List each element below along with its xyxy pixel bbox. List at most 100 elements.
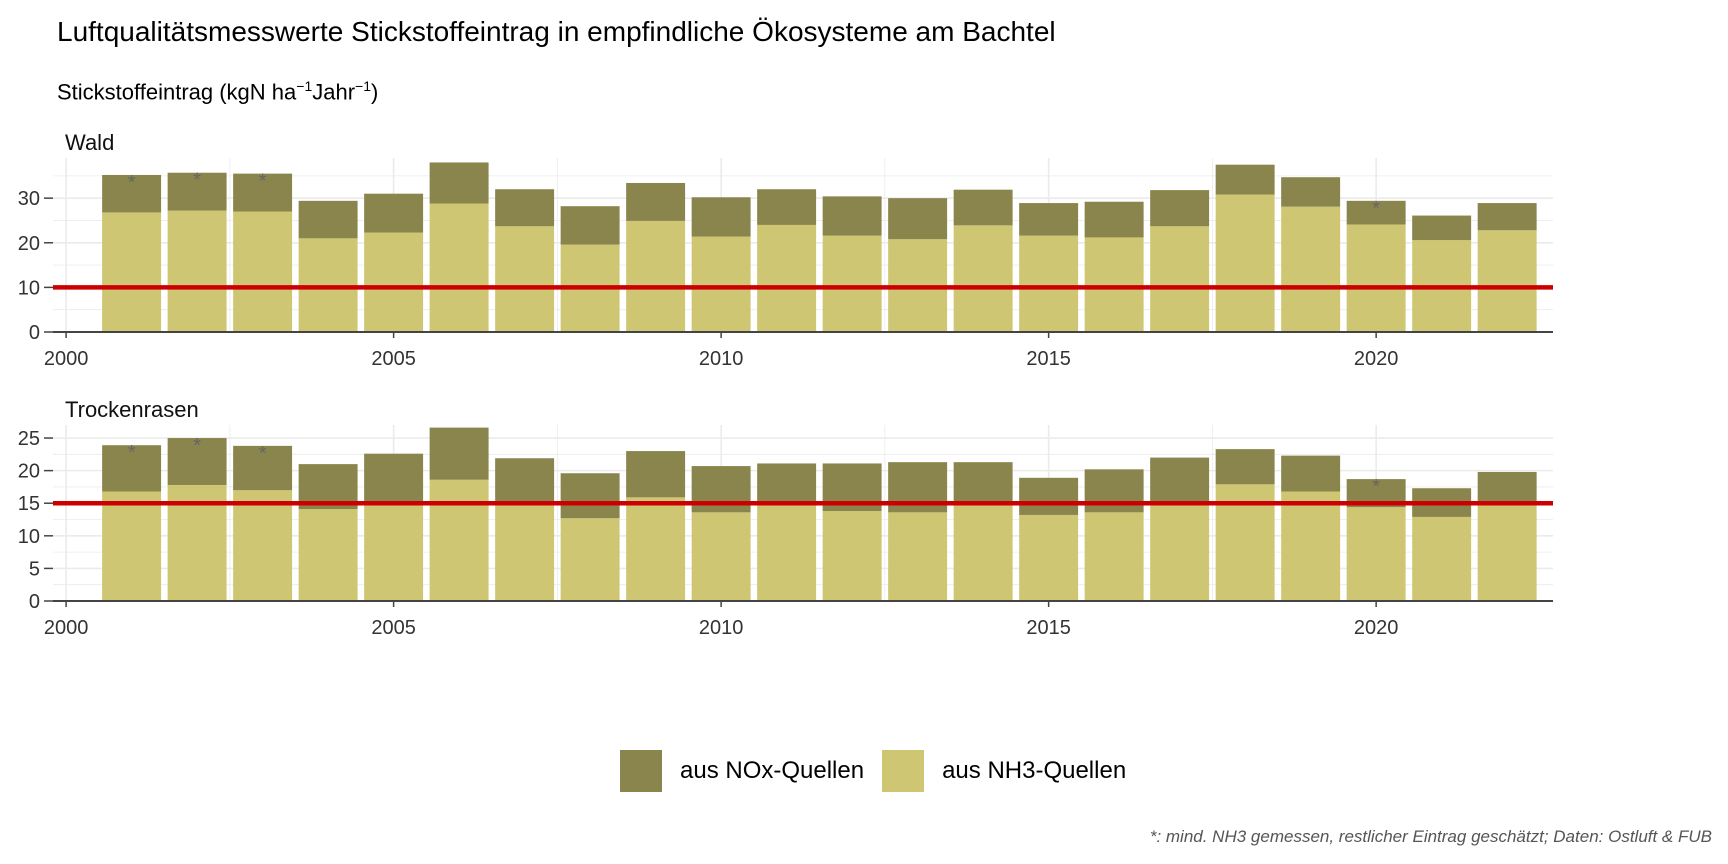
subtitle-mid: Jahr <box>312 79 356 105</box>
asterisk-marker: * <box>259 443 267 465</box>
subtitle-sup-2: −1 <box>355 78 371 94</box>
x-tick-label: 2020 <box>1354 617 1399 639</box>
bar-nh3-Wald-2005 <box>364 232 424 332</box>
bar-nox-Wald-2016 <box>1084 201 1144 238</box>
bar-nox-Wald-2020 <box>1346 200 1406 225</box>
subtitle-end: ) <box>371 79 379 105</box>
bar-nox-Trockenrasen-2017 <box>1150 457 1210 503</box>
bar-nox-Trockenrasen-2022 <box>1477 471 1537 504</box>
asterisk-marker: * <box>259 171 267 193</box>
bar-nh3-Wald-2018 <box>1215 194 1275 332</box>
bar-nox-Wald-2009 <box>626 182 686 221</box>
y-tick-label: 30 <box>18 188 40 210</box>
bar-nox-Trockenrasen-2003 <box>233 445 293 491</box>
bar-nh3-Trockenrasen-2014 <box>953 503 1013 601</box>
bar-nh3-Trockenrasen-2005 <box>364 501 424 601</box>
bar-nh3-Wald-2014 <box>953 225 1013 332</box>
bar-nox-Wald-2018 <box>1215 164 1275 195</box>
bar-nh3-Trockenrasen-2007 <box>495 502 555 601</box>
x-tick-label: 2015 <box>1026 348 1071 370</box>
bar-nh3-Trockenrasen-2020 <box>1346 507 1406 601</box>
bar-nh3-Wald-2002 <box>167 210 227 332</box>
y-tick-label: 20 <box>18 233 40 255</box>
bar-nh3-Trockenrasen-2010 <box>691 512 751 601</box>
bar-nox-Wald-2004 <box>298 200 358 239</box>
asterisk-marker: * <box>193 435 201 457</box>
bar-nh3-Trockenrasen-2011 <box>757 503 817 601</box>
y-tick-label: 5 <box>29 558 40 580</box>
bar-nh3-Trockenrasen-2009 <box>626 497 686 601</box>
bar-nh3-Trockenrasen-2017 <box>1150 502 1210 601</box>
asterisk-marker: * <box>128 172 136 194</box>
bar-nox-Wald-2006 <box>429 162 489 204</box>
bar-nox-Wald-2001 <box>102 174 162 213</box>
legend-swatch-nox <box>620 750 662 792</box>
bar-nox-Wald-2005 <box>364 193 424 233</box>
bar-nh3-Wald-2011 <box>757 224 817 332</box>
bar-nox-Wald-2002 <box>167 172 227 211</box>
bar-nh3-Wald-2009 <box>626 220 686 332</box>
y-tick-label: 10 <box>18 277 40 299</box>
bar-nox-Wald-2011 <box>757 189 817 225</box>
chart-title: Luftqualitätsmesswerte Stickstoffeintrag… <box>57 16 1056 47</box>
bar-nh3-Trockenrasen-2006 <box>429 479 489 601</box>
bar-nh3-Trockenrasen-2021 <box>1412 516 1472 601</box>
legend-label-nox: aus NOx-Quellen <box>680 757 865 784</box>
y-tick-label: 20 <box>18 461 40 483</box>
bar-nox-Wald-2019 <box>1281 177 1341 207</box>
bar-nox-Wald-2017 <box>1150 190 1210 227</box>
bar-nh3-Trockenrasen-2015 <box>1019 514 1079 601</box>
y-tick-label: 10 <box>18 526 40 548</box>
bar-nox-Wald-2021 <box>1412 215 1472 241</box>
asterisk-marker: * <box>1372 198 1380 220</box>
legend: aus NOx-Quellen aus NH3-Quellen <box>620 750 1144 792</box>
bar-nox-Trockenrasen-2009 <box>626 451 686 498</box>
asterisk-marker: * <box>193 170 201 192</box>
chart-subtitle: Stickstoffeintrag (kgN ha−1Jahr−1) <box>57 78 378 105</box>
x-tick-label: 2005 <box>371 348 416 370</box>
y-tick-label: 15 <box>18 493 40 515</box>
bar-nox-Trockenrasen-2016 <box>1084 469 1144 513</box>
x-tick-label: 2010 <box>699 617 744 639</box>
bar-nox-Wald-2013 <box>888 198 948 240</box>
bar-nh3-Trockenrasen-2001 <box>102 491 162 601</box>
y-tick-label: 0 <box>29 591 40 613</box>
bar-nh3-Wald-2019 <box>1281 206 1341 332</box>
panel-label-0: Wald <box>65 130 114 155</box>
legend-item-nox: aus NOx-Quellen <box>620 750 864 792</box>
bar-nh3-Wald-2006 <box>429 203 489 332</box>
x-tick-label: 2000 <box>44 348 89 370</box>
bar-nox-Trockenrasen-2015 <box>1019 477 1079 515</box>
bar-nh3-Trockenrasen-2013 <box>888 512 948 601</box>
bar-nh3-Wald-2010 <box>691 236 751 332</box>
x-tick-label: 2000 <box>44 617 89 639</box>
bar-nh3-Wald-2015 <box>1019 235 1079 332</box>
bar-nox-Wald-2010 <box>691 197 751 237</box>
y-tick-label: 25 <box>18 428 40 450</box>
x-tick-label: 2005 <box>371 617 416 639</box>
x-tick-label: 2020 <box>1354 348 1399 370</box>
asterisk-marker: * <box>1372 476 1380 498</box>
legend-label-nh3: aus NH3-Quellen <box>942 757 1127 784</box>
bar-nox-Trockenrasen-2008 <box>560 473 620 519</box>
bar-nox-Wald-2014 <box>953 189 1013 226</box>
subtitle-sup-1: −1 <box>296 78 313 94</box>
caption: *: mind. NH3 gemessen, restlicher Eintra… <box>1149 827 1712 846</box>
bar-nh3-Wald-2016 <box>1084 237 1144 332</box>
bar-nox-Wald-2003 <box>233 173 293 212</box>
bar-nox-Trockenrasen-2007 <box>495 458 555 503</box>
bar-nox-Trockenrasen-2019 <box>1281 455 1341 492</box>
bar-nox-Trockenrasen-2001 <box>102 445 162 492</box>
x-tick-label: 2010 <box>699 348 744 370</box>
bar-nox-Trockenrasen-2011 <box>757 463 817 504</box>
bar-nox-Trockenrasen-2014 <box>953 462 1013 504</box>
bar-nh3-Wald-2020 <box>1346 224 1406 332</box>
y-tick-label: 0 <box>29 322 40 344</box>
bar-nh3-Trockenrasen-2008 <box>560 518 620 601</box>
bar-nh3-Wald-2017 <box>1150 226 1210 332</box>
bar-nh3-Wald-2007 <box>495 226 555 332</box>
subtitle-main: Stickstoffeintrag (kgN ha <box>57 79 297 105</box>
bar-nh3-Trockenrasen-2003 <box>233 490 293 601</box>
legend-item-nh3: aus NH3-Quellen <box>882 750 1126 792</box>
bar-nh3-Wald-2022 <box>1477 230 1537 332</box>
